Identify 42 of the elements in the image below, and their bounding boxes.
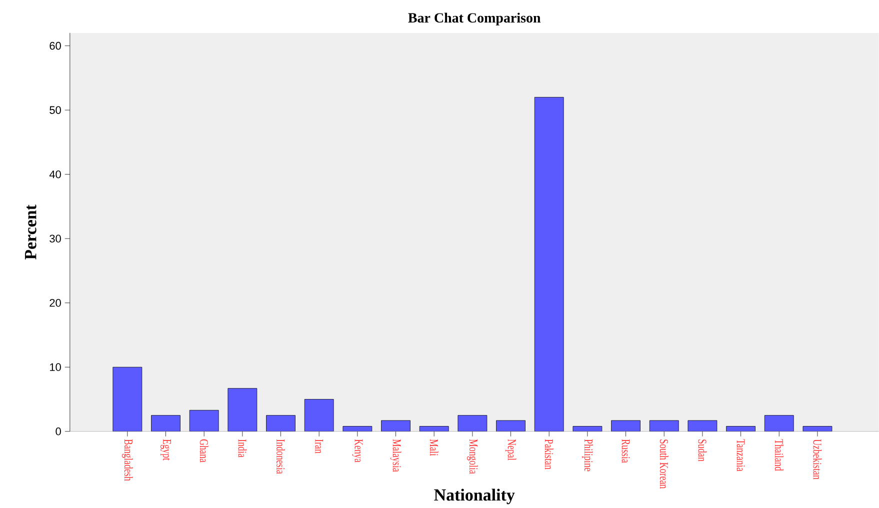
y-tick-label: 30	[50, 234, 61, 243]
bar	[189, 410, 219, 432]
x-tick-label: Indonesia	[276, 440, 285, 474]
x-tick-label: Kenya	[352, 440, 363, 463]
y-tick-label: 40	[49, 170, 61, 178]
bar	[381, 420, 410, 432]
x-tick-label: Egypt	[160, 440, 171, 461]
bar	[534, 97, 564, 432]
bar	[304, 399, 334, 432]
bar	[496, 420, 526, 432]
x-tick-label: Nepal	[505, 440, 516, 461]
y-axis-title: Percent	[25, 204, 36, 260]
y-tick-label: 60	[50, 42, 61, 50]
x-tick-label: Thailand	[774, 439, 784, 472]
bar	[764, 415, 794, 432]
x-tick-label: Malaysia	[390, 440, 402, 472]
x-tick-label: India	[238, 440, 247, 458]
bar	[611, 420, 640, 432]
x-axis-title: Nationality	[434, 488, 515, 504]
y-tick-label: 10	[50, 363, 61, 372]
bar	[151, 415, 180, 432]
x-tick-label: Mongolia	[466, 440, 478, 474]
x-tick-label: Sudan	[698, 440, 707, 462]
bar	[228, 388, 258, 432]
x-tick-label: Ghana	[200, 440, 208, 463]
x-tick-label: South Korean	[660, 440, 668, 489]
bar	[458, 415, 488, 432]
x-tick-label: Pakistan	[544, 440, 554, 470]
x-tick-label: Russia	[622, 440, 630, 464]
x-tick-label: Mali	[430, 440, 438, 456]
x-tick-label: Philipine	[582, 440, 593, 472]
x-tick-label: Bangladesh	[122, 440, 133, 482]
y-tick-label: 20	[50, 299, 61, 307]
y-tick-label: 0	[56, 428, 61, 436]
chart-title: Bar Chat Comparison	[408, 12, 541, 26]
bar	[112, 367, 142, 432]
bar	[650, 420, 679, 432]
x-tick-label: Iran	[315, 440, 324, 454]
x-tick-label: Tanzania	[736, 439, 745, 472]
x-tick-label: Uzbekistan	[813, 439, 822, 480]
bar	[266, 415, 296, 432]
y-tick-label: 50	[50, 106, 61, 114]
